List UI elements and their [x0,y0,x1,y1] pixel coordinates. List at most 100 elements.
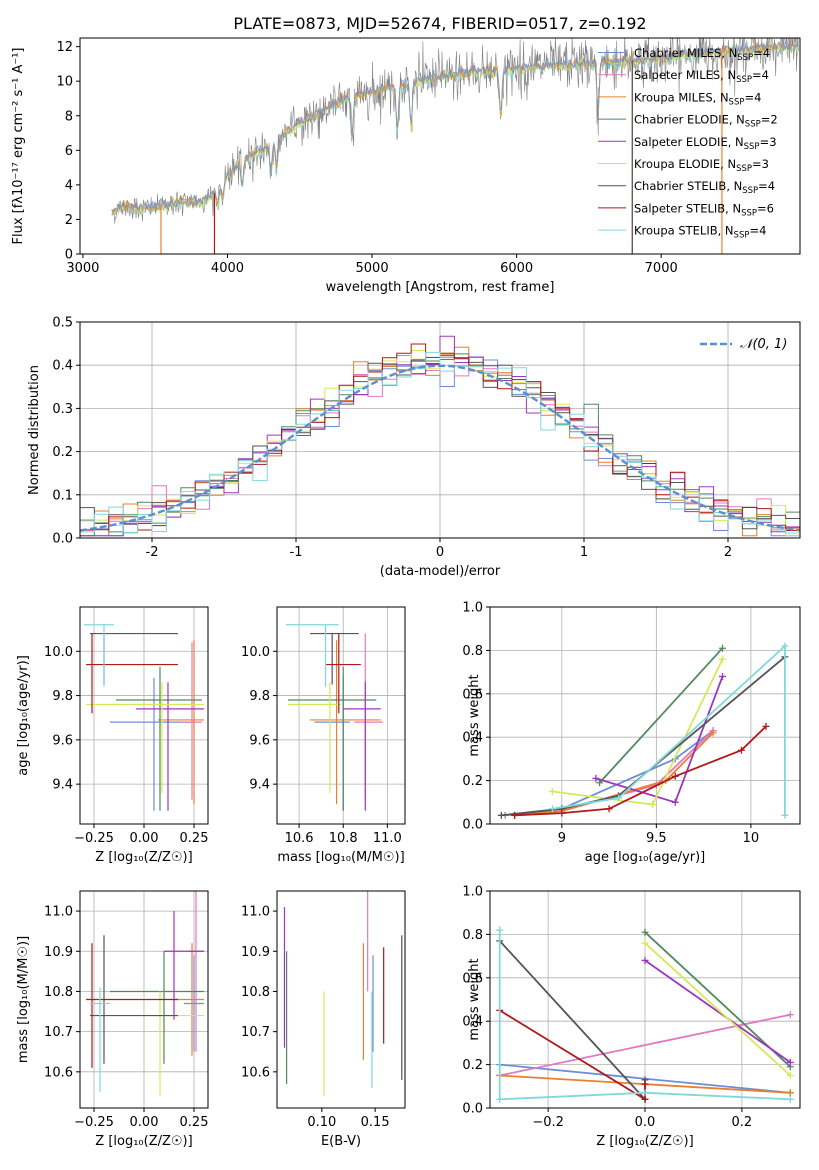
plot-area [283,891,403,1096]
axes-frame [489,890,801,1109]
x-tick-label: −0.25 [74,1115,114,1130]
legend-label: Salpeter ELODIE, NSSP=3 [634,135,777,152]
y-tick-label: 10.9 [241,945,270,960]
axes-mass_vs_ebv: 0.10 0.15 10.6 10.7 10.8 10.9 11.0 E(B-V) [241,890,406,1149]
x-tick-label: −0.25 [74,831,114,846]
x-tick-label: 6000 [500,261,533,276]
y-tick-label: 6 [65,144,73,159]
x-axis-label: wavelength [Angstrom, rest frame] [326,280,555,295]
errorbar-chabrier-elodie [110,951,204,1064]
legend-label: Kroupa ELODIE, NSSP=3 [634,157,769,174]
errorbar-kroupa-stelib [285,624,339,687]
errorbar-chabrier-elodie [288,666,377,811]
weight-line [644,942,791,1077]
weight-marker [641,928,649,936]
weight-series-kroupa-stelib [496,926,794,1103]
y-axis-label: mass weight [467,674,482,756]
legend-value: =3 [760,135,777,149]
y-tick-label: 2 [65,213,73,228]
x-tick-label: 2 [724,545,732,560]
y-tick-label: 0.0 [52,532,73,547]
axes-spectrum: 3000 4000 5000 6000 7000 0 2 4 6 8 10 12 wavelength … [11,37,801,295]
weight-line [644,959,791,1064]
x-tick-label: 0.00 [130,831,159,846]
y-tick-label: 9.8 [52,689,73,704]
y-tick-label: 9.8 [249,689,270,704]
errorbar-chabrier-miles [314,677,350,811]
y-tick-label: 0.2 [462,1058,483,1073]
x-tick-label: 10.6 [285,831,314,846]
legend-value: =4 [749,224,766,238]
x-tick-label: −0.2 [532,1115,564,1130]
y-tick-label: 10.8 [44,985,73,1000]
x-tick-label: 0.15 [361,1115,390,1130]
errorbar-salpeter-elodie [164,911,204,1020]
weight-series-salpeter-stelib [496,1006,649,1103]
axes-frame [79,606,209,825]
legend-label: Chabrier ELODIE, NSSP=2 [634,113,778,130]
weight-marker [641,1080,649,1088]
weight-series-salpeter-elodie [641,956,794,1066]
y-tick-label: 10.0 [241,645,270,660]
x-tick-label: 4000 [211,261,244,276]
legend-label: Salpeter MILES, NSSP=4 [634,68,769,85]
y-tick-label: 0.2 [52,445,73,460]
y-tick-label: 0.4 [462,731,483,746]
axes-age_vs_mass: 10.6 10.8 11.0 9.4 9.6 9.8 10.0 mass [log₁₀(M/M… [241,606,406,865]
y-tick-label: 11.0 [241,905,270,920]
weight-series-chabrier-elodie [596,644,726,787]
weight-line [552,658,724,806]
weight-marker [649,800,657,808]
errorbar-salpeter-miles [182,642,202,800]
x-tick-label: 1 [580,545,588,560]
weight-series-kroupa-stelib [548,642,789,819]
weight-marker [671,772,679,780]
errorbar-chabrier-miles [184,955,204,1052]
errorbar-salpeter-stelib [86,943,178,1068]
x-axis-label: (data-model)/error [380,564,501,579]
errorbar-salpeter-stelib [325,633,361,714]
y-tick-label: 4 [65,178,73,193]
weight-marker [497,811,505,819]
x-tick-label: 7000 [645,261,678,276]
errorbar-chabrier-stelib [90,632,178,685]
legend-subscript: SSP [745,120,761,130]
y-axis-label: Flux [fλ10⁻¹⁷ erg cm⁻² s⁻¹ A⁻¹] [11,48,26,245]
plot-area [86,891,204,1096]
legend-label: Chabrier STELIB, NSSP=4 [634,179,775,196]
legend-value: =4 [758,179,775,193]
axes-frame [79,37,801,255]
weight-marker [558,809,566,817]
weight-series-chabrier-stelib [496,937,649,1103]
x-axis-label: Z [log₁₀(Z/Z☉)] [95,850,192,865]
x-tick-label: 0.0 [635,1115,656,1130]
x-tick-label: 0 [436,545,444,560]
y-axis-label: Normed distribution [27,365,42,495]
y-tick-label: 10.8 [241,985,270,1000]
y-tick-label: 8 [65,109,73,124]
weight-marker [786,1089,794,1097]
x-tick-label: 11.0 [373,831,402,846]
weight-marker [496,1095,504,1103]
weight-marker [786,1095,794,1103]
y-tick-label: 0.8 [462,928,483,943]
axes-frame [489,606,801,825]
legend-subscript: SSP [736,164,752,174]
legend-value: =2 [761,113,778,127]
x-tick-label: 0.2 [732,1115,753,1130]
errorbar-kroupa-elodie [288,682,341,793]
axes-frame [79,890,209,1109]
weight-marker [786,1071,794,1079]
spectrum-model-line [111,39,799,216]
y-tick-label: 10.6 [44,1065,73,1080]
panels: 3000 4000 5000 6000 7000024681012wavelength … [11,37,801,1149]
plot-area [285,624,383,811]
x-tick-label: 3000 [66,261,99,276]
y-tick-label: 0.0 [462,1102,483,1117]
legend-subscript: SSP [744,142,760,152]
y-tick-label: 0.6 [462,687,483,702]
y-tick-label: 10.7 [241,1025,270,1040]
legend-label: Kroupa STELIB, NSSP=4 [634,224,766,241]
y-tick-label: 10.9 [44,945,73,960]
legend-subscript: SSP [737,53,753,63]
